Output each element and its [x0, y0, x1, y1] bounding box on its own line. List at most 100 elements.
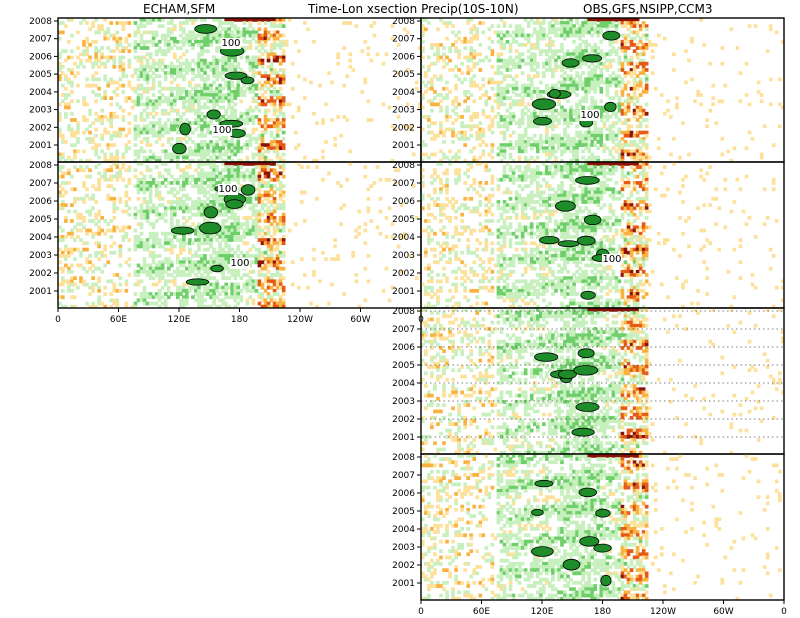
x-tick-label: 120W	[650, 607, 676, 617]
y-tick-label: 2003	[392, 543, 415, 553]
contour-100-blob	[194, 24, 218, 34]
contour-label-bg	[602, 254, 622, 265]
y-tick-label: 2002	[392, 561, 415, 571]
contour-label-bg	[221, 38, 241, 49]
contour-100-blob	[573, 365, 599, 376]
x-tick-label: 0	[418, 315, 424, 325]
precip-anomaly-field	[421, 308, 784, 454]
y-tick-label: 2005	[392, 70, 415, 80]
figure-title: Time-Lon xsection Precip(10S-10N)	[308, 2, 519, 16]
contour-100-blob	[531, 508, 544, 516]
contour-100-blob	[575, 402, 600, 412]
contour-100-blob	[534, 479, 554, 488]
x-tick-label: 0	[781, 607, 787, 617]
y-tick-label: 2005	[29, 70, 52, 80]
y-tick-label: 2002	[392, 269, 415, 279]
y-tick-label: 2008	[29, 17, 52, 27]
contour-100-blob	[206, 109, 221, 120]
y-tick-label: 2001	[29, 141, 52, 151]
y-tick-label: 2003	[29, 106, 52, 116]
panel-sfm: 2001 2002 2003 2004 2005 2006 2007 2008 100 100	[29, 161, 422, 309]
contour-label-bg	[218, 184, 238, 195]
contour-label: 100	[602, 254, 621, 265]
contour-100-blob	[203, 206, 219, 219]
y-tick-label: 2007	[29, 179, 52, 189]
x-tick-label: 60E	[473, 607, 490, 617]
y-tick-label: 2008	[392, 17, 415, 27]
contour-100-blob	[580, 290, 596, 300]
contour-100-blob	[210, 264, 224, 273]
precip-anomaly-field	[58, 162, 419, 308]
y-tick-label: 2001	[392, 433, 415, 443]
y-tick-label: 2006	[392, 197, 415, 207]
contour-100-blob	[531, 98, 557, 110]
y-tick-label: 2001	[29, 287, 52, 297]
x-tick-label: 60W	[350, 315, 370, 325]
contour-100-blob	[577, 348, 595, 359]
contour-100-blob	[179, 122, 191, 136]
y-tick-label: 2008	[392, 161, 415, 171]
contour-100-blob	[593, 543, 612, 553]
y-tick-label: 2002	[392, 123, 415, 133]
panel-ccm3: 2001 2002 2003 2004 2005 2006 2007 2008	[392, 453, 785, 601]
y-tick-label: 2008	[392, 453, 415, 463]
contour-100-blob	[558, 369, 577, 380]
contour-100-blob	[170, 226, 195, 235]
contour-100-blob	[578, 487, 598, 498]
y-tick-label: 2003	[392, 397, 415, 407]
y-tick-label: 2005	[392, 215, 415, 225]
contour-100-blob	[538, 236, 560, 245]
contour-100-blob	[534, 352, 559, 362]
contour-100-blob	[562, 558, 581, 571]
contour-100-blob	[600, 574, 612, 587]
panel-nsipp: 2001 2002 2003 2004 2005 2006 2007 2008	[392, 307, 785, 455]
x-tick-label: 0	[418, 607, 424, 617]
y-tick-label: 2006	[392, 489, 415, 499]
contour-100-blob	[602, 30, 621, 41]
y-tick-label: 2001	[392, 287, 415, 297]
x-tick-label: 60W	[713, 607, 733, 617]
contour-label: 100	[218, 184, 237, 195]
contour-label-bg	[230, 258, 250, 269]
panel-gfs: 2001 2002 2003 2004 2005 2006 2007 2008 100	[392, 161, 785, 309]
y-tick-label: 2004	[392, 525, 415, 535]
y-tick-label: 2006	[29, 52, 52, 62]
y-tick-label: 2005	[392, 507, 415, 517]
y-tick-label: 2004	[392, 88, 415, 98]
y-tick-label: 2002	[29, 269, 52, 279]
contour-100-blob	[582, 54, 603, 63]
y-tick-label: 2001	[392, 579, 415, 589]
y-tick-label: 2006	[392, 52, 415, 62]
y-tick-label: 2001	[392, 141, 415, 151]
x-tick-label: 120E	[168, 315, 191, 325]
contour-label: 100	[221, 38, 240, 49]
y-tick-label: 2007	[392, 35, 415, 45]
y-tick-label: 2007	[29, 35, 52, 45]
contour-100-blob	[595, 508, 611, 518]
panel-obs: 2001 2002 2003 2004 2005 2006 2007 2008 100	[392, 17, 785, 163]
y-tick-label: 2005	[29, 215, 52, 225]
contour-100-blob	[604, 101, 617, 113]
contour-100-blob	[555, 200, 576, 212]
contour-100-blob	[199, 221, 222, 235]
y-tick-label: 2007	[392, 179, 415, 189]
y-tick-label: 2007	[392, 325, 415, 335]
x-tick-label: 180	[594, 607, 611, 617]
contour-100-blob	[557, 240, 580, 248]
contour-100-blob	[185, 278, 210, 286]
contour-label: 100	[230, 258, 249, 269]
contour-100-blob	[583, 214, 602, 226]
precip-anomaly-field	[421, 162, 784, 308]
y-tick-label: 2008	[392, 307, 415, 317]
contour-100-blob	[240, 76, 255, 85]
contour-label: 100	[212, 125, 231, 136]
contour-100-blob	[172, 142, 187, 155]
contour-label: 100	[580, 110, 599, 121]
y-tick-label: 2002	[29, 123, 52, 133]
x-tick-label: 60E	[110, 315, 127, 325]
y-tick-label: 2004	[392, 379, 415, 389]
y-tick-label: 2004	[392, 233, 415, 243]
x-axis-right: 0 60E 120E 180 120W 60W 0	[418, 600, 787, 617]
y-tick-label: 2008	[29, 161, 52, 171]
contour-100-blob	[240, 184, 256, 196]
